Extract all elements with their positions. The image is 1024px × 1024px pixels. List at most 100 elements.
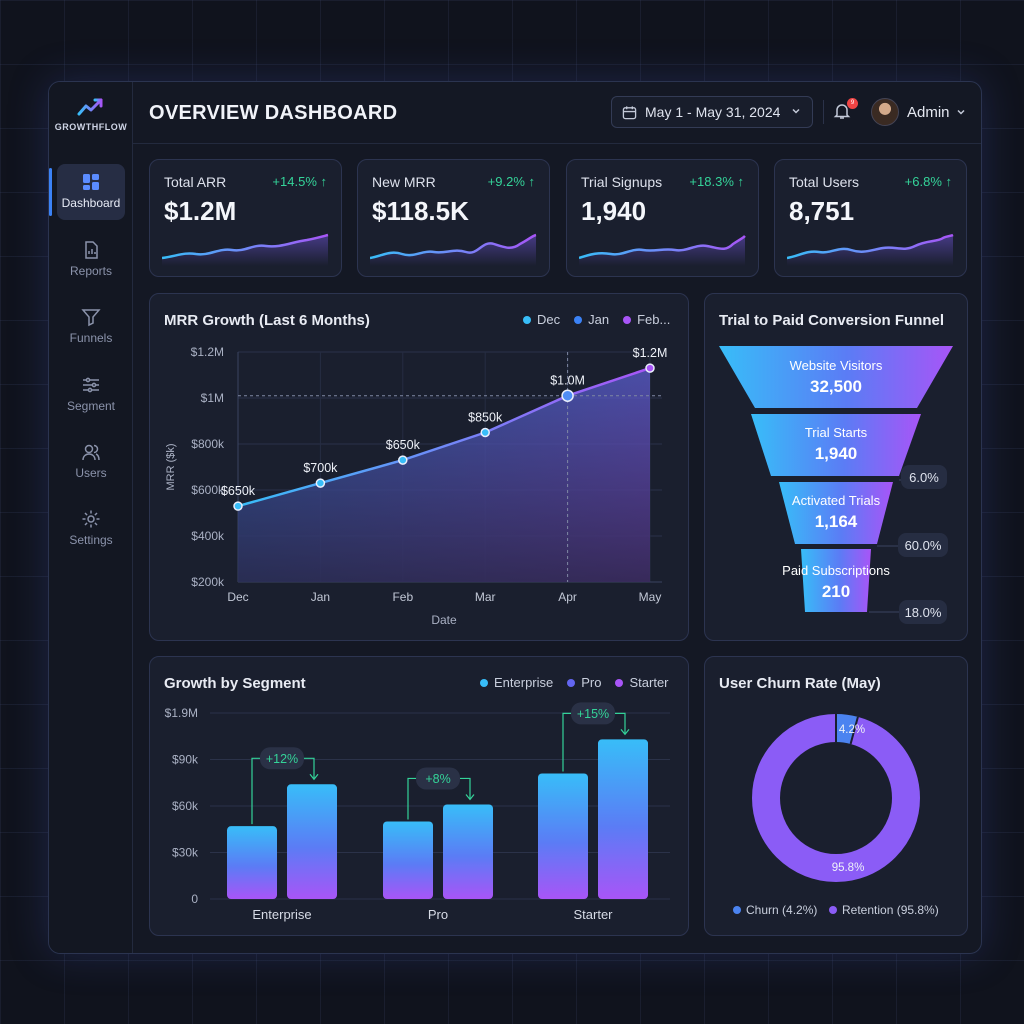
date-range-picker[interactable]: May 1 - May 31, 2024 bbox=[611, 96, 813, 128]
sidebar-item-funnels[interactable]: Funnels bbox=[57, 299, 125, 355]
funnel-stage-label: Trial Starts bbox=[805, 425, 868, 440]
funnel-stage-value: 32,500 bbox=[810, 377, 862, 396]
users-icon bbox=[82, 444, 100, 461]
kpi-card-total-arr[interactable]: Total ARR +14.5% ↑ $1.2M bbox=[149, 159, 342, 277]
x-tick-label: Starter bbox=[573, 907, 613, 922]
growth-arrow bbox=[309, 773, 319, 781]
growth-connector bbox=[562, 712, 573, 772]
y-tick-label: $60k bbox=[172, 799, 199, 813]
x-tick-label: Dec bbox=[227, 590, 248, 604]
y-tick-label: $800k bbox=[191, 437, 225, 451]
bar bbox=[598, 739, 648, 899]
funnel-stage-label: Paid Subscriptions bbox=[782, 563, 890, 578]
conversion-funnel-card: Trial to Paid Conversion Funnel Website … bbox=[704, 293, 968, 641]
kpi-value: 1,940 bbox=[581, 196, 647, 226]
sidebar-item-settings[interactable]: Settings bbox=[57, 501, 125, 557]
user-name[interactable]: Admin bbox=[907, 104, 950, 121]
y-tick-label: $1M bbox=[201, 391, 224, 405]
kpi-value: 8,751 bbox=[789, 196, 855, 226]
segment-bar-chart: $1.9M $90k $60k $30k 0 Enterprise +12% Pro +8% St… bbox=[165, 702, 670, 922]
calendar-icon bbox=[622, 105, 637, 119]
sidebar-item-reports[interactable]: Reports bbox=[57, 232, 125, 288]
x-tick-label: Jan bbox=[311, 590, 330, 604]
legend-item[interactable]: Dec bbox=[523, 312, 560, 327]
growth-logo-icon bbox=[77, 98, 103, 116]
legend-item[interactable]: Pro bbox=[567, 675, 601, 690]
kpi-change: +6.8% ↑ bbox=[904, 174, 952, 189]
active-indicator bbox=[49, 168, 52, 216]
sidebar-item-dashboard[interactable]: Dashboard bbox=[49, 164, 125, 220]
growth-connector bbox=[407, 777, 418, 820]
slice-label: 95.8% bbox=[832, 862, 865, 874]
y-tick-label: $1.9M bbox=[165, 706, 198, 720]
kpi-label: New MRR bbox=[372, 174, 436, 190]
sidebar: GROWTHFLOW Dashboard Reports Funnels bbox=[49, 82, 133, 953]
growth-badge bbox=[260, 747, 304, 770]
growth-badge bbox=[416, 767, 460, 790]
avatar[interactable] bbox=[871, 98, 899, 126]
growth-connector bbox=[613, 712, 626, 734]
x-tick-label: Mar bbox=[475, 590, 496, 604]
sidebar-item-label: Reports bbox=[69, 264, 113, 278]
growth-badge bbox=[571, 702, 615, 725]
legend-item[interactable]: Starter bbox=[615, 675, 669, 690]
legend-item[interactable]: Jan bbox=[574, 312, 609, 327]
y-tick-label: 0 bbox=[191, 892, 198, 906]
kpi-card-total-users[interactable]: Total Users +6.8% ↑ 8,751 bbox=[774, 159, 967, 277]
chart-legend: Dec Jan Feb... bbox=[523, 312, 670, 327]
y-tick-label: $400k bbox=[191, 529, 225, 543]
funnel-stage-visitors bbox=[719, 346, 953, 408]
legend-item[interactable]: Enterprise bbox=[480, 675, 553, 690]
funnel-stage-activated bbox=[779, 482, 893, 544]
data-point bbox=[233, 501, 243, 511]
growth-connector bbox=[251, 757, 262, 825]
growth-label: +8% bbox=[425, 772, 450, 786]
sparkline bbox=[370, 233, 537, 266]
funnel-stage-trials bbox=[751, 414, 921, 476]
legend-label: Churn (4.2%) bbox=[746, 903, 817, 917]
sidebar-item-users[interactable]: Users bbox=[57, 434, 125, 490]
reports-icon bbox=[85, 241, 98, 259]
gear-icon bbox=[82, 510, 100, 528]
data-label: $850k bbox=[468, 411, 503, 425]
logo[interactable]: GROWTHFLOW bbox=[49, 96, 133, 132]
chevron-down-icon[interactable] bbox=[955, 106, 967, 118]
sidebar-item-label: Users bbox=[75, 466, 107, 480]
sidebar-item-segment[interactable]: Segment bbox=[57, 367, 125, 423]
segment-icon bbox=[83, 377, 99, 393]
conversion-rate-badge bbox=[898, 533, 948, 557]
divider bbox=[823, 100, 824, 124]
growth-connector bbox=[302, 757, 315, 779]
data-point bbox=[645, 363, 655, 373]
notification-badge: 9 bbox=[847, 98, 858, 109]
mrr-growth-card: MRR Growth (Last 6 Months) Dec Jan Feb..… bbox=[149, 293, 689, 641]
bar bbox=[227, 826, 277, 899]
x-tick-label: Apr bbox=[558, 590, 577, 604]
topbar: OVERVIEW DASHBOARD May 1 - May 31, 2024 … bbox=[133, 82, 981, 144]
y-tick-label: $1.2M bbox=[191, 345, 224, 359]
slice-separator bbox=[849, 716, 859, 745]
growth-label: +12% bbox=[266, 752, 298, 766]
sparkline bbox=[787, 233, 954, 266]
funnel-stage-paid bbox=[801, 549, 871, 612]
y-tick-label: $90k bbox=[172, 753, 199, 767]
kpi-label: Trial Signups bbox=[581, 174, 663, 190]
legend-item[interactable]: Feb... bbox=[623, 312, 670, 327]
kpi-card-trial-signups[interactable]: Trial Signups +18.3% ↑ 1,940 bbox=[566, 159, 759, 277]
data-label: $1.0M bbox=[550, 374, 585, 388]
app-window: GROWTHFLOW Dashboard Reports Funnels bbox=[48, 81, 982, 954]
conversion-rate-badge bbox=[899, 600, 947, 624]
card-title: Growth by Segment bbox=[164, 675, 306, 692]
page-title: OVERVIEW DASHBOARD bbox=[149, 102, 398, 124]
dashboard-icon bbox=[83, 174, 99, 190]
chevron-down-icon bbox=[792, 108, 800, 114]
bell-icon[interactable] bbox=[833, 102, 851, 120]
churn-donut-chart: 4.2% 95.8% Churn (4.2%) Retention (95.8%) bbox=[733, 714, 939, 917]
series-line bbox=[237, 366, 651, 508]
conversion-rate: 60.0% bbox=[905, 538, 942, 553]
sidebar-item-label: Segment bbox=[66, 399, 116, 413]
conversion-rate-badge bbox=[901, 465, 947, 489]
kpi-card-new-mrr[interactable]: New MRR +9.2% ↑ $118.5K bbox=[357, 159, 550, 277]
bar bbox=[287, 784, 337, 899]
